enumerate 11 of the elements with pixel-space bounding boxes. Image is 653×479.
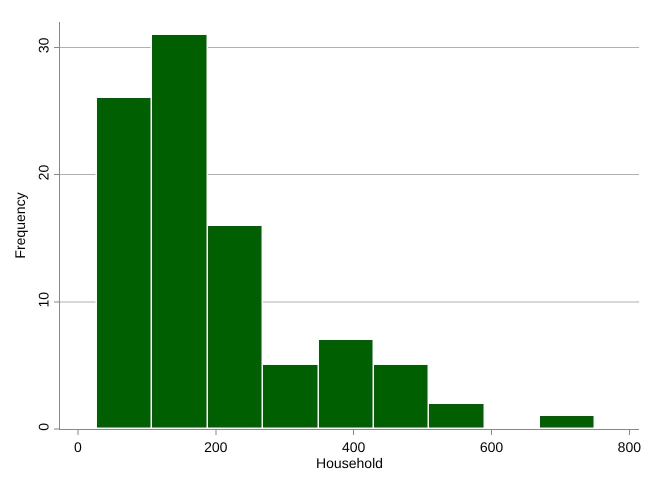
y-axis-title: Frequency xyxy=(12,192,28,259)
y-tick-label: 20 xyxy=(35,164,52,180)
y-tick-label: 30 xyxy=(35,37,52,54)
y-tick-label: 10 xyxy=(35,292,52,308)
x-tick-label: 400 xyxy=(342,438,366,455)
y-tick-label: 0 xyxy=(35,422,52,431)
x-tick-label: 800 xyxy=(618,438,642,455)
x-axis-title: Household xyxy=(316,454,383,471)
x-tick-label: 600 xyxy=(480,438,504,455)
x-tick-label: 0 xyxy=(74,438,82,455)
x-tick-label: 200 xyxy=(204,438,228,455)
